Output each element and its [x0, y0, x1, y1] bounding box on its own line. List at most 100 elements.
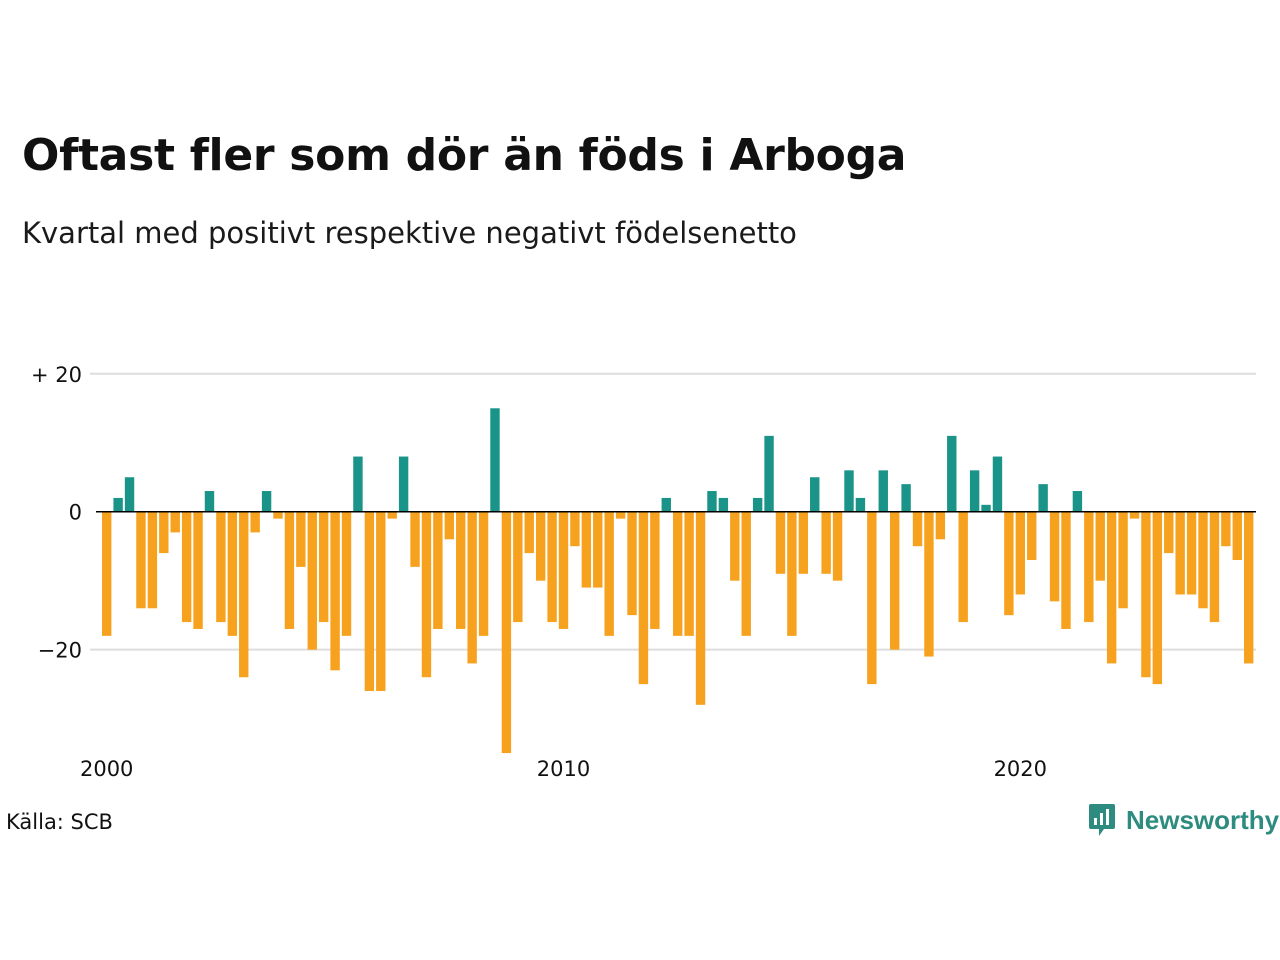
bar [615, 511, 626, 519]
bar [787, 511, 797, 636]
bar [627, 511, 637, 616]
bar [992, 456, 1003, 512]
bar [832, 511, 843, 581]
bar [581, 511, 592, 588]
bar [1141, 511, 1151, 678]
bar [981, 504, 991, 512]
bar [284, 511, 295, 629]
x-tick-label: 2020 [994, 757, 1047, 781]
bar [821, 511, 831, 574]
bar [1095, 511, 1105, 581]
bar [1038, 484, 1048, 512]
bar [707, 491, 717, 512]
bar [695, 511, 706, 705]
y-tick-label: −20 [38, 639, 82, 663]
bar [593, 511, 603, 588]
bar [1084, 511, 1094, 623]
bar [136, 511, 146, 609]
bar [958, 511, 968, 623]
bar [570, 511, 580, 547]
bar [558, 511, 569, 629]
bar [490, 408, 500, 512]
bar [924, 511, 934, 657]
bar [216, 511, 226, 623]
bar [1106, 511, 1117, 664]
bar [181, 511, 192, 623]
bar [273, 511, 283, 519]
bar [387, 511, 397, 519]
bar [752, 497, 763, 512]
bar [147, 511, 158, 609]
bar [124, 477, 135, 512]
bar [718, 497, 729, 512]
bar [947, 435, 957, 512]
bar [547, 511, 557, 623]
bar [1198, 511, 1208, 609]
bar [1232, 511, 1242, 560]
bar [341, 511, 352, 636]
bar [684, 511, 694, 636]
bar [513, 511, 523, 623]
bar [467, 511, 477, 664]
bar [227, 511, 238, 636]
bar [353, 456, 363, 512]
bar [604, 511, 614, 636]
bar [798, 511, 809, 574]
bar [661, 497, 671, 512]
bar [296, 511, 306, 567]
bar [867, 511, 877, 685]
bar [478, 511, 489, 636]
brand-name: Newsworthy [1126, 804, 1280, 835]
bar [878, 470, 888, 512]
bar [433, 511, 443, 629]
bar [535, 511, 546, 581]
bar [159, 511, 169, 554]
bar [901, 484, 911, 512]
bar [1209, 511, 1220, 623]
bar [204, 491, 215, 512]
bar [524, 511, 534, 554]
newsworthy-logo-icon [1089, 804, 1115, 836]
bar [1061, 511, 1071, 629]
brand-logo: Newsworthy [1088, 803, 1279, 837]
bar [170, 511, 180, 533]
bar [935, 511, 946, 540]
bar [912, 511, 923, 547]
bar [844, 470, 854, 512]
bar [1118, 511, 1128, 609]
bar [764, 435, 774, 512]
bar [969, 470, 980, 512]
chart-subtitle: Kvartal med positivt respektive negativt… [22, 216, 797, 250]
bar [444, 511, 454, 540]
bar [193, 511, 203, 629]
bar [1221, 511, 1231, 547]
bar [501, 511, 512, 754]
bar [261, 491, 272, 512]
bar [810, 477, 820, 512]
bar [330, 511, 340, 671]
bar [775, 511, 786, 574]
bar [239, 511, 249, 678]
bar [730, 511, 740, 581]
bar [307, 511, 317, 650]
bar [889, 511, 900, 650]
source-note: Källa: SCB [6, 810, 113, 834]
bar [1152, 511, 1163, 685]
bar-chart: + 20 0 −20 2000 2010 2020 [31, 363, 1256, 781]
bar [421, 511, 432, 678]
x-tick-label: 2010 [537, 757, 590, 781]
x-tick-label: 2000 [80, 757, 133, 781]
bar [1244, 511, 1254, 664]
bar [638, 511, 649, 685]
bar [1186, 511, 1197, 595]
bar [364, 511, 375, 692]
bar [376, 511, 386, 692]
bar [673, 511, 683, 636]
bar [741, 511, 751, 636]
bar [855, 497, 866, 512]
y-tick-label: 0 [69, 501, 82, 525]
bar [1129, 511, 1140, 519]
bar [1175, 511, 1185, 595]
bar [1027, 511, 1037, 560]
y-tick-label: + 20 [31, 363, 82, 387]
